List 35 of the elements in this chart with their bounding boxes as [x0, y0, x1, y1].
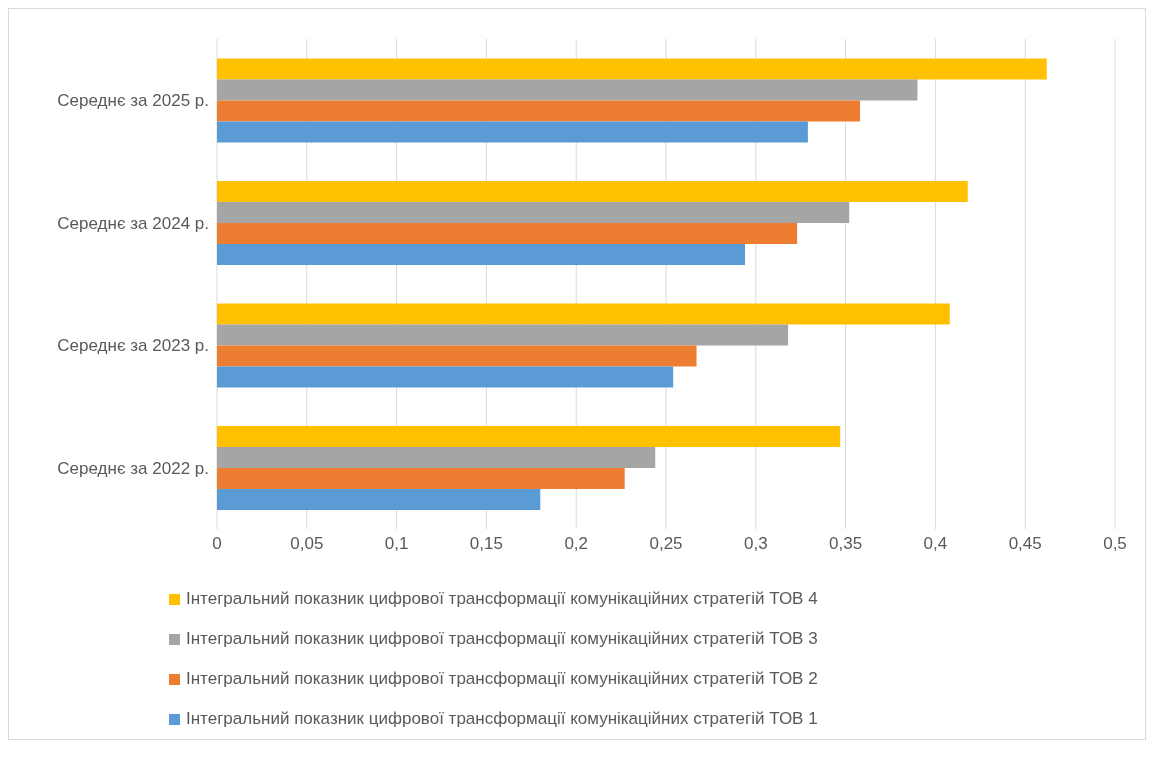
bar [217, 79, 918, 101]
legend-label: Інтегральний показник цифрової трансформації комунікаційних стратегій ТОВ 4 [186, 589, 818, 609]
bar [217, 121, 808, 143]
bar [217, 100, 860, 122]
legend-label: Інтегральний показник цифрової трансформації комунікаційних стратегій ТОВ 2 [186, 669, 818, 689]
x-tick-label: 0,15 [469, 534, 503, 554]
x-tick-label: 0,2 [564, 534, 589, 554]
bar [217, 244, 746, 266]
y-tick-label: Середнє за 2024 р. [57, 213, 209, 233]
x-tick-label: 0,25 [649, 534, 683, 554]
x-tick-label: 0 [212, 534, 222, 554]
x-tick-label: 0,35 [829, 534, 863, 554]
x-tick-label: 0,1 [384, 534, 409, 554]
bar [217, 489, 541, 511]
x-tick-label: 0,45 [1008, 534, 1042, 554]
bar [217, 324, 789, 346]
legend-label: Інтегральний показник цифрової трансформації комунікаційних стратегій ТОВ 3 [186, 629, 818, 649]
x-tick-label: 0,5 [1103, 534, 1127, 554]
bar [217, 58, 1047, 80]
bar [217, 303, 950, 325]
y-tick-label: Середнє за 2025 р. [57, 91, 209, 111]
bar [217, 468, 625, 490]
bar [217, 202, 850, 224]
y-tick-label: Середнє за 2023 р. [57, 336, 209, 356]
x-tick-label: 0,4 [923, 534, 948, 554]
x-tick-label: 0,3 [743, 534, 768, 554]
bar [217, 345, 697, 367]
bar [217, 181, 968, 203]
y-tick-label: Середнє за 2022 р. [57, 458, 209, 478]
bar [217, 223, 798, 245]
bar [217, 447, 656, 469]
x-tick-label: 0,05 [290, 534, 324, 554]
bar [217, 366, 674, 388]
legend-label: Інтегральний показник цифрової трансформації комунікаційних стратегій ТОВ 1 [186, 709, 818, 729]
bar [217, 426, 841, 448]
